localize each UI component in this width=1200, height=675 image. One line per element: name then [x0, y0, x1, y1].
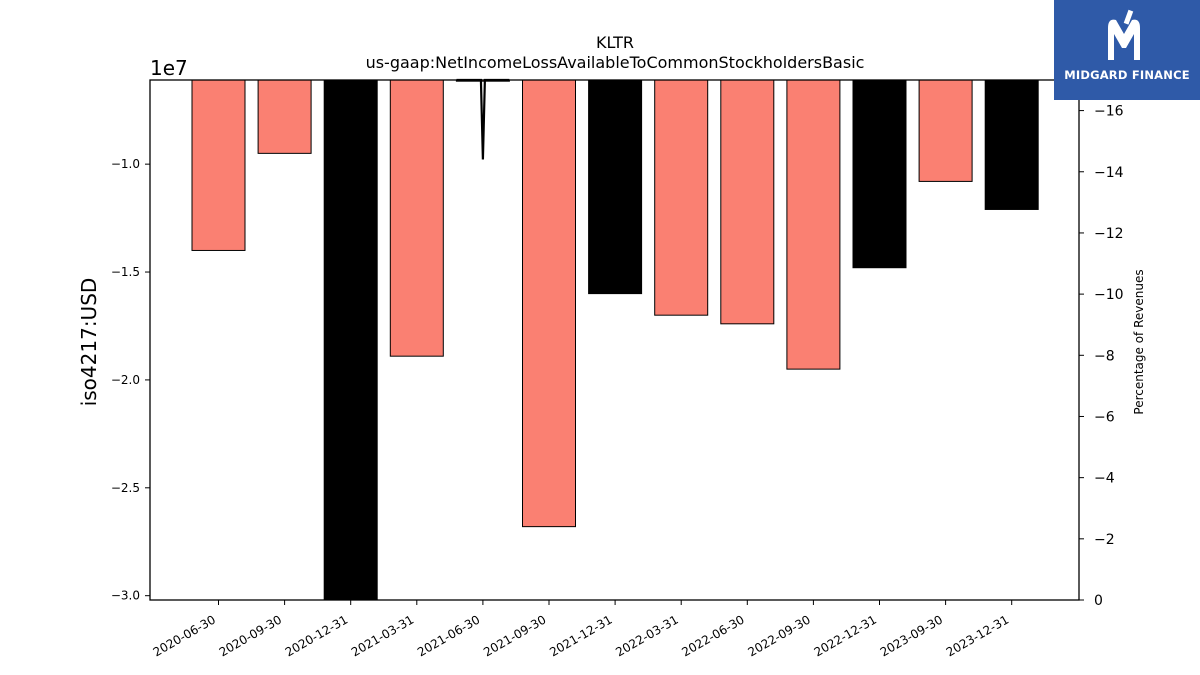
x-tick-label: 2022-09-30 [745, 612, 812, 659]
bar-2022-09-30 [786, 79, 841, 370]
bar-2023-12-31 [984, 79, 1039, 210]
x-tick-label: 2020-12-31 [283, 612, 350, 659]
bar-2020-06-30 [191, 79, 246, 251]
chart-title: KLTR [596, 33, 634, 52]
x-tick-label: 2021-03-31 [349, 612, 416, 659]
x-tick-label: 2023-09-30 [878, 612, 945, 659]
x-tick-label: 2022-03-31 [613, 612, 680, 659]
logo-mark-icon [1108, 9, 1140, 60]
bar-2022-06-30 [720, 79, 775, 325]
y2-tick-label: −8 [1094, 348, 1115, 364]
bar-2020-09-30 [257, 79, 312, 154]
y-tick-label: −3.0 [111, 589, 140, 603]
plot-frame [149, 79, 1080, 601]
x-tick-label: 2023-12-31 [944, 612, 1011, 659]
y-tick-label: −2.5 [111, 481, 140, 495]
y2-tick-label: −16 [1094, 104, 1124, 120]
bar-2022-03-31 [654, 79, 709, 316]
y2-tick-label: −6 [1094, 409, 1115, 425]
bar-2022-12-31 [852, 79, 907, 269]
y2-tick-label: −12 [1094, 226, 1124, 242]
logo-text: MIDGARD FINANCE [1064, 68, 1190, 82]
bars-layer [191, 79, 1039, 601]
x-tick-label: 2021-06-30 [415, 612, 482, 659]
x-tick-label: 2021-09-30 [481, 612, 548, 659]
x-tick-label: 2020-09-30 [217, 612, 284, 659]
y-axis-label: iso4217:USD [77, 278, 101, 407]
bar-2020-12-31 [323, 79, 378, 601]
y-axis-offset-label: 1e7 [150, 56, 188, 80]
y-tick-label: −2.0 [111, 373, 140, 387]
y2-axis-ticks: 0 −2 −4 −6 −8 −10 −12 −14 −16 [1079, 104, 1124, 609]
y-axis-ticks: −3.0 −2.5 −2.0 −1.5 −1.0 [111, 157, 150, 603]
x-tick-label: 2021-12-31 [547, 612, 614, 659]
brand-logo: MIDGARD FINANCE [1054, 0, 1200, 100]
y2-tick-label: −4 [1094, 471, 1115, 487]
bar-2021-09-30 [522, 79, 576, 528]
x-tick-label: 2020-06-30 [151, 612, 218, 659]
x-axis-ticks: 2020-06-302020-09-302020-12-312021-03-31… [151, 600, 1013, 659]
chart-subtitle: us-gaap:NetIncomeLossAvailableToCommonSt… [366, 53, 865, 72]
y-tick-label: −1.0 [111, 157, 140, 171]
x-tick-label: 2022-12-31 [812, 612, 879, 659]
y2-tick-label: −2 [1094, 532, 1115, 548]
bar-2023-09-30 [918, 79, 973, 182]
y2-axis-label: Percentage of Revenues [1132, 269, 1146, 414]
y2-tick-label: 0 [1094, 593, 1103, 609]
y2-tick-label: −14 [1094, 165, 1124, 181]
y-tick-label: −1.5 [111, 265, 140, 279]
bar-2021-03-31 [389, 79, 444, 357]
line-layer [456, 78, 510, 160]
x-tick-label: 2022-06-30 [679, 612, 746, 659]
y2-tick-label: −10 [1094, 287, 1124, 303]
bar-2021-12-31 [588, 79, 643, 295]
percentage-line [456, 78, 510, 160]
